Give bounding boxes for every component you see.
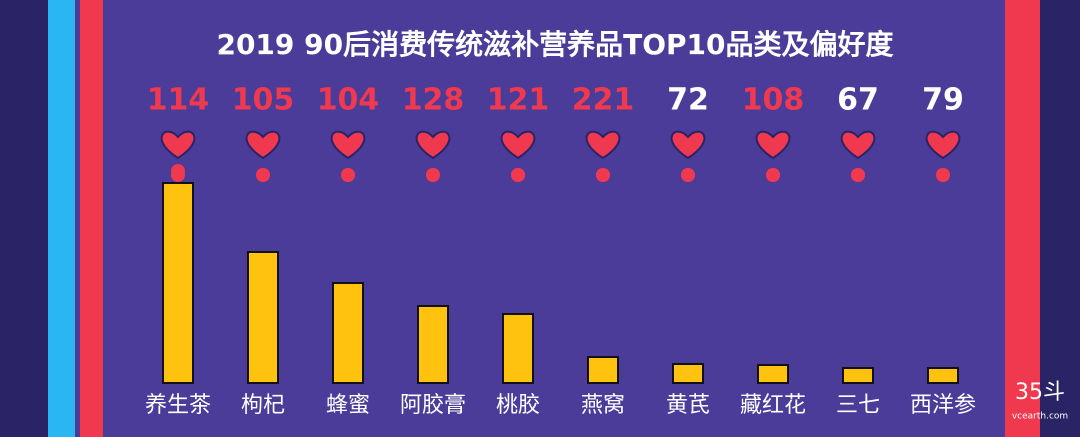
dot: [936, 168, 950, 182]
preference-index: 79: [922, 83, 964, 118]
dot: [851, 168, 865, 182]
bar: [332, 282, 364, 384]
dot: [341, 168, 355, 182]
dot: [171, 164, 185, 178]
preference-index: 72: [667, 83, 709, 118]
x-tick-label: 燕窝: [581, 393, 625, 418]
watermark: 35斗: [1015, 380, 1065, 405]
x-tick-label: 三七: [836, 393, 880, 418]
preference-index: 221: [572, 83, 635, 118]
x-tick-label: 藏红花: [740, 393, 806, 418]
right-red-strip: [1005, 0, 1040, 437]
dot: [681, 168, 695, 182]
bar: [842, 367, 874, 384]
preference-index: 67: [837, 83, 879, 118]
bar: [587, 356, 619, 384]
x-tick-label: 桃胶: [496, 393, 540, 418]
heart: [840, 130, 876, 160]
x-tick-label: 蜂蜜: [326, 393, 370, 418]
x-tick-label: 枸杞: [241, 393, 285, 418]
dot: [511, 168, 525, 182]
preference-index: 105: [232, 83, 295, 118]
bar: [247, 251, 279, 384]
heart: [925, 130, 961, 160]
chart-title: 2019 90后消费传统滋补营养品TOP10品类及偏好度: [216, 28, 893, 61]
preference-index: 104: [317, 83, 380, 118]
x-tick-label: 阿胶膏: [400, 393, 466, 418]
heart: [670, 130, 706, 160]
right-strip: [1040, 0, 1080, 437]
bar: [502, 313, 534, 384]
red-strip: [80, 0, 103, 437]
dot: [596, 168, 610, 182]
x-tick-label: 西洋参: [910, 393, 976, 418]
heart: [500, 130, 536, 160]
bar: [162, 182, 194, 384]
preference-index: 121: [487, 83, 550, 118]
heart: [245, 130, 281, 160]
dot: [256, 168, 270, 182]
bar: [672, 363, 704, 384]
left-strip: [0, 0, 48, 437]
bar: [417, 305, 449, 384]
x-tick-label: 黄芪: [666, 393, 710, 418]
heart: [160, 130, 196, 160]
dot: [426, 168, 440, 182]
preference-index: 128: [402, 83, 465, 118]
heart: [415, 130, 451, 160]
dot: [766, 168, 780, 182]
heart: [755, 130, 791, 160]
cyan-strip: [48, 0, 75, 437]
x-tick-label: 养生茶: [145, 393, 211, 418]
bar: [927, 367, 959, 384]
preference-index: 108: [742, 83, 805, 118]
watermark: vcearth.com: [1012, 412, 1068, 422]
heart: [585, 130, 621, 160]
bar: [757, 364, 789, 384]
preference-index: 114: [147, 83, 210, 118]
heart: [330, 130, 366, 160]
